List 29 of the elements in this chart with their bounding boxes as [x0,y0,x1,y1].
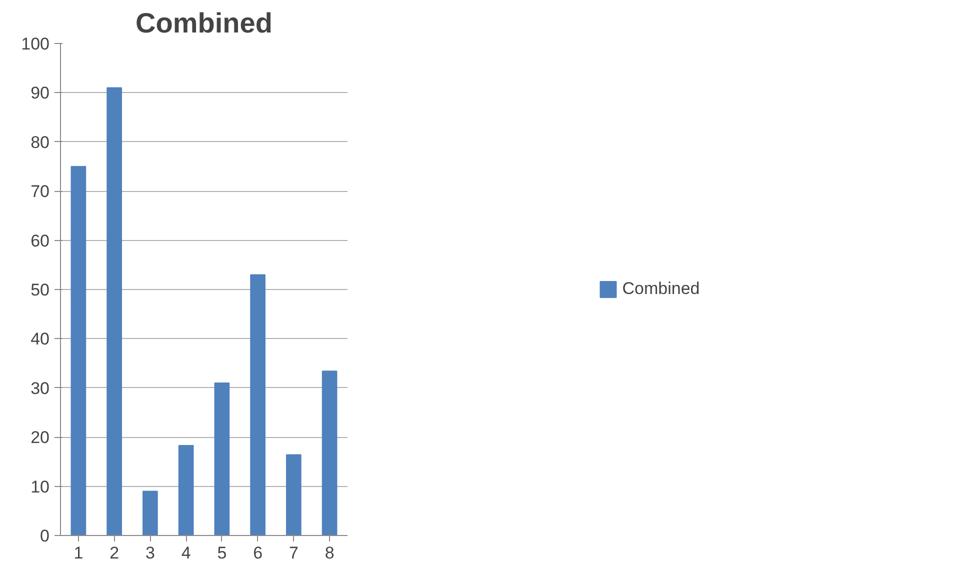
legend-label: Combined [622,279,700,299]
y-tick-label: 80 [30,132,50,152]
bar [250,274,266,536]
y-tick-label: 40 [30,330,50,349]
x-tick-label: 6 [253,544,263,562]
bar [214,382,230,536]
y-tick-label: 60 [30,231,50,250]
bar [178,444,194,536]
y-tick-label: 0 [40,526,50,546]
x-tick-label: 5 [217,544,227,562]
bar [142,490,158,536]
x-tick-label: 1 [74,544,84,562]
bar [106,87,122,536]
bar [286,454,302,536]
y-tick-label: 70 [30,182,50,202]
y-tick-label: 10 [30,477,50,496]
y-tick-label: 100 [21,34,50,54]
x-tick-label: 2 [110,544,120,562]
y-tick-label: 30 [30,378,50,398]
bar [70,166,86,536]
y-tick-label: 20 [30,428,50,448]
x-tick-label: 7 [288,544,298,562]
chart-title: Combined [136,8,272,38]
y-tick-label: 50 [30,280,50,300]
x-tick-label: 8 [324,544,334,562]
y-tick-label: 90 [30,84,50,103]
x-tick-label: 3 [145,544,155,562]
bar [322,370,338,536]
x-tick-label: 4 [181,544,191,562]
